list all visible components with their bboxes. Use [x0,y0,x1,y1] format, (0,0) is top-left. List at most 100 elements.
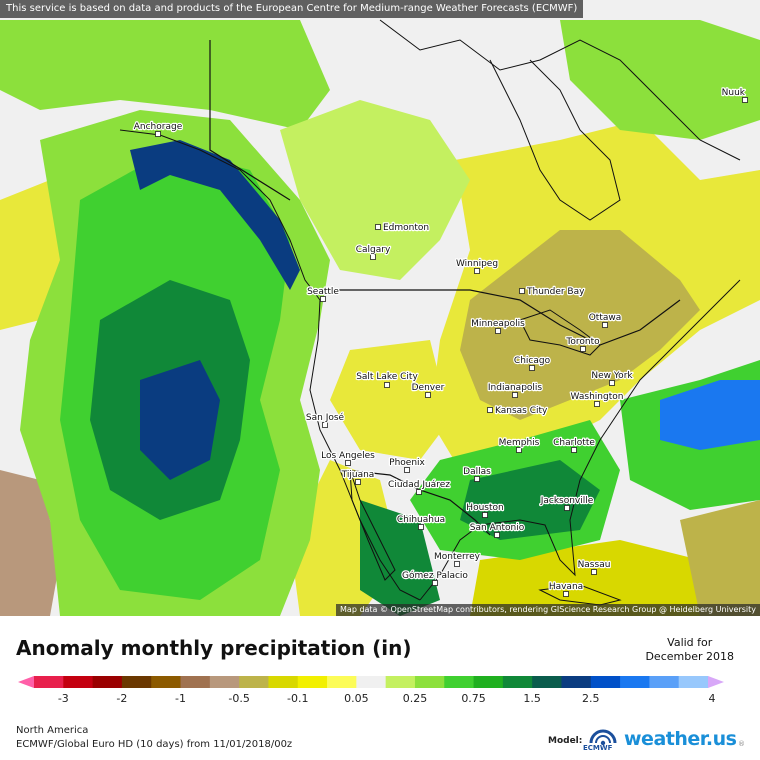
scale-color-box [209,676,240,688]
scale-color-box [649,676,680,688]
color-scale-boxes [18,676,724,688]
valid-date: December 2018 [645,650,734,663]
anomaly-area-wet-north [0,20,330,130]
city-marker [487,407,493,413]
city-label: Dallas [463,467,491,477]
scale-color-box [414,676,445,688]
cuba [538,584,622,606]
city-label: Tijuana [341,470,375,480]
anomaly-area-dry-core [460,230,700,420]
city-label: Memphis [499,438,540,448]
city-marker [742,97,748,103]
scale-color-box [239,676,269,688]
city-marker [602,322,608,328]
anomaly-area-dry-pacific-sw [0,470,60,616]
scale-color-box [473,676,504,688]
weather-us-logo[interactable]: weather.us [624,728,737,750]
scale-color-box [121,676,152,688]
great-lakes [519,309,601,356]
city-marker [482,512,488,518]
scale-tick-label: -0.1 [287,692,308,705]
city-label: Minneapolis [471,319,525,329]
city-marker [322,422,328,428]
anomaly-area-dry-west [330,340,450,460]
city-label: Indianapolis [488,383,543,393]
region-label: North America [16,725,89,736]
coastline-gulf [419,279,741,601]
city-marker [609,380,615,386]
ecmwf-logo-icon [589,729,617,746]
border-us-canada [320,289,681,346]
city-marker [512,392,518,398]
anomaly-area-wet-gulf-deep [460,460,600,540]
scale-tick-label: -3 [58,692,69,705]
city-marker [474,476,480,482]
model-run-label: ECMWF/Global Euro HD (10 days) from 11/0… [16,739,293,750]
city-marker [580,346,586,352]
city-label: Charlotte [553,438,595,448]
city-label: Gómez Palacio [402,570,468,581]
city-marker [454,561,460,567]
city-label: Nassau [578,560,611,570]
scale-color-box [444,676,475,688]
coastline-group [119,19,741,606]
city-label: Nuuk [722,88,746,98]
scale-tick-label: 1.5 [523,692,541,705]
scale-tick-label: 0.75 [461,692,486,705]
city-marker [355,479,361,485]
city-label: Ottawa [589,313,622,323]
city-label: Ciudad Juárez [388,480,450,490]
city-label: Thunder Bay [526,287,585,297]
scale-color-box [678,676,709,688]
anomaly-area-wet-pacific-blue [140,360,220,480]
city-label: San José [306,412,345,423]
map-attribution[interactable]: Map data © OpenStreetMap contributors, r… [336,604,760,616]
map-title: Anomaly monthly precipitation (in) [16,636,412,660]
scale-color-box [268,676,299,688]
anomaly-area-dry-atlantic [680,500,760,616]
anomaly-area-wet-atlantic-blue [660,380,760,450]
city-marker [404,467,410,473]
ecmwf-notice: This service is based on data and produc… [0,0,584,18]
map-canvas: Anchorage Edmonton Calgary Winnipeg Thunder … [0,19,760,616]
coastline-hudson [489,59,621,221]
city-marker [594,401,600,407]
city-marker [418,524,424,530]
scale-tick-label: -1 [175,692,186,705]
scale-arrow-high [708,676,724,688]
coastline-baja [349,469,396,581]
model-tag: Model: [548,736,583,746]
scale-arrow-low [18,676,34,688]
precipitation-anomaly-map[interactable]: Anchorage Edmonton Calgary Winnipeg Thunder … [0,0,760,616]
city-marker [155,131,161,137]
scale-tick-label: 4 [709,692,716,705]
scale-color-box [561,676,592,688]
coastline-arctic [379,19,741,161]
scale-color-box [34,676,64,688]
city-label: Kansas City [495,406,548,416]
brand-mark: ® [738,740,745,748]
color-scale-ticks: -3 -2 -1 -0.5 -0.1 0.05 0.25 0.75 1.5 2.5 4 [58,692,716,705]
city-marker [345,460,351,466]
city-label: Chicago [514,356,551,366]
city-markers: Anchorage Edmonton Calgary Winnipeg Thunder … [133,87,748,597]
city-label: Calgary [356,245,391,255]
city-label: Toronto [565,337,600,347]
city-label: Winnipeg [456,259,498,269]
scale-color-box [151,676,182,688]
scale-color-box [502,676,533,688]
city-label: Seattle [307,287,339,297]
city-marker [416,489,422,495]
city-marker [519,288,525,294]
valid-for: Valid for December 2018 [645,636,734,664]
scale-tick-label: 0.25 [403,692,428,705]
city-label: Washington [571,392,624,402]
anomaly-area-wet-canada [280,100,470,280]
city-marker [571,447,577,453]
scale-color-box [92,676,123,688]
city-label: Chihuahua [397,515,445,525]
city-label: Anchorage [134,122,183,132]
city-marker [564,505,570,511]
scale-color-box [180,676,211,688]
city-marker [591,569,597,575]
